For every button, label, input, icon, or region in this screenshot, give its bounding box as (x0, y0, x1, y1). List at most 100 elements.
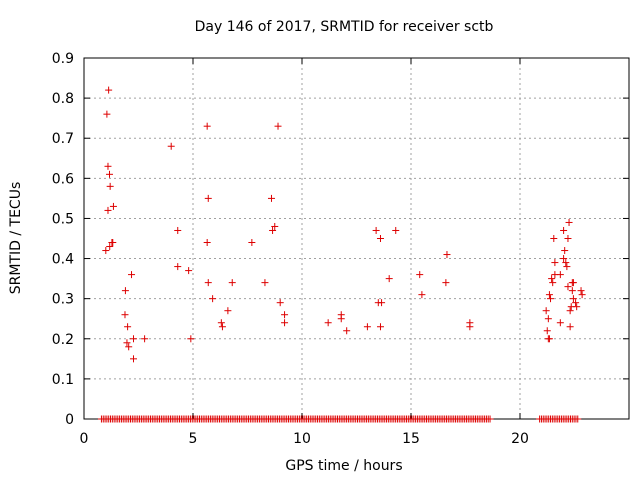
y-tick-label: 0.4 (52, 252, 74, 268)
x-axis-label: GPS time / hours (285, 458, 402, 474)
data-point (204, 279, 212, 287)
data-point (385, 275, 393, 283)
data-point (106, 182, 114, 190)
data-point (104, 206, 112, 214)
y-tick-label: 0.1 (52, 372, 74, 388)
data-point (560, 226, 568, 234)
data-point (550, 235, 558, 242)
data-point (167, 142, 175, 150)
data-point (106, 170, 114, 178)
zero-series (97, 415, 582, 423)
data-point (378, 299, 386, 307)
zero-point (486, 415, 494, 423)
data-point (392, 226, 400, 234)
data-point (564, 283, 572, 291)
data-point (556, 271, 564, 279)
data-point (372, 226, 380, 234)
data-point (271, 222, 279, 230)
data-point (269, 226, 277, 234)
data-point (228, 279, 236, 287)
x-tick-label: 15 (402, 431, 420, 447)
data-point (174, 263, 182, 271)
data-point (125, 343, 133, 351)
data-point (267, 194, 275, 202)
data-point (103, 110, 111, 118)
data-point (418, 291, 426, 299)
x-tick-label: 5 (189, 431, 198, 447)
x-tick-label: 0 (80, 431, 89, 447)
data-point (274, 122, 282, 130)
chart-title: Day 146 of 2017, SRMTID for receiver sct… (195, 19, 494, 35)
data-point (566, 307, 574, 315)
data-point (281, 319, 289, 327)
data-point (121, 311, 129, 319)
data-point (563, 263, 571, 271)
data-point (562, 259, 570, 267)
y-tick-label: 0.9 (52, 51, 74, 67)
data-point (203, 122, 211, 130)
y-tick-label: 0.7 (52, 131, 74, 147)
data-point (203, 239, 211, 247)
data-points (102, 86, 586, 363)
data-point (324, 319, 332, 327)
data-point (544, 315, 552, 323)
data-point (565, 218, 573, 226)
data-point (573, 303, 581, 311)
y-tick-label: 0 (65, 412, 74, 428)
y-tick-label: 0.6 (52, 171, 74, 187)
data-point (548, 275, 556, 283)
x-tick-label: 10 (293, 431, 311, 447)
data-point (121, 287, 129, 295)
grid (84, 58, 629, 419)
data-point (204, 194, 212, 202)
data-point (129, 335, 137, 343)
data-point (337, 315, 345, 323)
y-axis-label: SRMTID / TECUs (8, 182, 24, 295)
data-point (569, 295, 577, 303)
data-point (416, 271, 424, 279)
data-point (572, 299, 580, 307)
data-point (109, 202, 117, 210)
data-point (129, 355, 137, 363)
data-point (545, 291, 553, 299)
ticks: 0 0.1 0.2 0.3 0.4 0.5 0.6 0.7 0.8 0.9 0 5 10 15 20 (52, 51, 629, 447)
y-tick-label: 0.8 (52, 91, 74, 107)
data-point (104, 162, 112, 170)
x-tick-label: 20 (511, 431, 529, 447)
data-point (141, 335, 149, 343)
data-point (105, 86, 113, 94)
data-point (187, 335, 195, 343)
data-point (281, 311, 289, 319)
y-tick-label: 0.2 (52, 332, 74, 348)
data-point (174, 226, 182, 234)
data-point (549, 279, 557, 287)
data-point (556, 319, 564, 327)
data-point (443, 251, 451, 259)
data-point (578, 291, 586, 299)
plot-frame (83, 57, 630, 420)
data-point (569, 279, 577, 287)
y-tick-label: 0.5 (52, 211, 74, 227)
y-tick-label: 0.3 (52, 292, 74, 308)
data-point (547, 295, 555, 303)
data-point (543, 327, 551, 335)
data-point (209, 295, 217, 303)
data-point (376, 323, 384, 331)
zero-point (574, 415, 582, 423)
data-point (343, 327, 351, 335)
data-point (276, 299, 284, 307)
data-point (248, 239, 256, 247)
data-point (551, 259, 559, 267)
data-point (217, 319, 225, 327)
data-point (568, 287, 576, 295)
data-point (363, 323, 371, 331)
data-point (185, 267, 193, 275)
data-point (224, 307, 232, 315)
data-point (561, 247, 569, 255)
data-point (466, 323, 474, 331)
data-point (566, 323, 574, 331)
data-point (124, 323, 132, 331)
data-point (128, 271, 136, 279)
data-point (261, 279, 269, 287)
